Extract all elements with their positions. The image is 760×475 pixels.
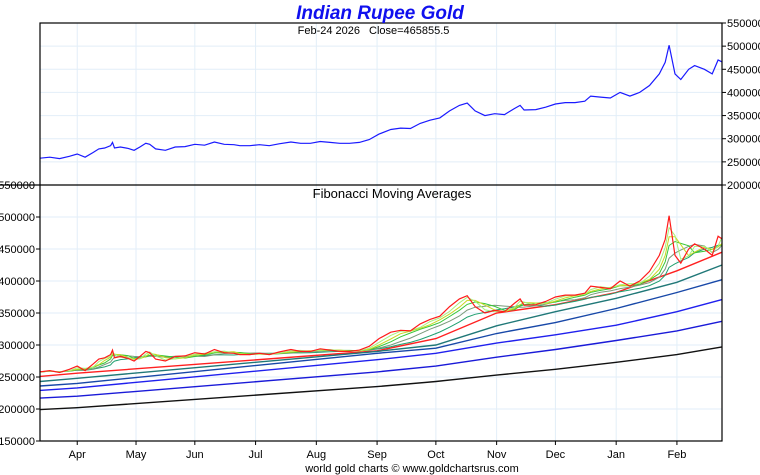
x-tick-label: Feb bbox=[667, 449, 686, 461]
x-tick-label: May bbox=[126, 449, 147, 461]
long-moving-average-line-4 bbox=[39, 320, 723, 399]
x-tick-label: Nov bbox=[487, 449, 507, 461]
x-tick-label: Oct bbox=[427, 449, 444, 461]
price-line-bottom bbox=[39, 215, 723, 374]
close-price-line bbox=[39, 45, 723, 160]
x-tick-label: Dec bbox=[546, 449, 566, 461]
panel-title: Fibonacci Moving Averages bbox=[313, 186, 472, 201]
y-tick-label-right: 450000 bbox=[727, 64, 760, 76]
y-tick-label-left: 150000 bbox=[0, 436, 35, 448]
y-tick-label-right: 400000 bbox=[727, 87, 760, 99]
close-label: Close=465855.5 bbox=[369, 25, 449, 37]
x-tick-label: Jan bbox=[607, 449, 625, 461]
y-tick-label-left: 250000 bbox=[0, 372, 35, 384]
long-moving-average-line-5 bbox=[39, 346, 723, 411]
long-moving-average-line-0 bbox=[39, 251, 723, 378]
plot-frame bbox=[39, 22, 723, 442]
x-tick-label: Sep bbox=[367, 449, 387, 461]
y-tick-label-left: 450000 bbox=[0, 244, 35, 256]
chart-title: Indian Rupee Gold bbox=[296, 3, 464, 24]
y-tick-label-right: 300000 bbox=[727, 134, 760, 146]
long-moving-average-line-1 bbox=[39, 264, 723, 383]
x-tick-label: Aug bbox=[307, 449, 327, 461]
y-tick-label-left: 500000 bbox=[0, 212, 35, 224]
date-label: Feb-24 2026 bbox=[298, 25, 360, 37]
y-tick-label-right: 500000 bbox=[727, 41, 760, 53]
y-tick-label-right: 200000 bbox=[727, 180, 760, 192]
y-tick-label-right: 550000 bbox=[727, 18, 760, 30]
x-tick-label: Jul bbox=[249, 449, 263, 461]
x-tick-label: Jun bbox=[186, 449, 204, 461]
y-tick-label-left: 550000 bbox=[0, 180, 35, 192]
x-tick-label: Apr bbox=[69, 449, 86, 461]
y-tick-label-left: 300000 bbox=[0, 340, 35, 352]
long-moving-average-line-3 bbox=[39, 298, 723, 392]
footer-credit: world gold charts © www.goldchartsrus.co… bbox=[304, 463, 519, 475]
y-tick-label-left: 350000 bbox=[0, 308, 35, 320]
long-moving-average-line-2 bbox=[39, 279, 723, 387]
y-tick-label-right: 350000 bbox=[727, 111, 760, 123]
y-tick-label-left: 400000 bbox=[0, 276, 35, 288]
y-tick-label-right: 250000 bbox=[727, 157, 760, 169]
y-tick-label-left: 200000 bbox=[0, 404, 35, 416]
short-moving-average-line-3 bbox=[39, 243, 723, 373]
